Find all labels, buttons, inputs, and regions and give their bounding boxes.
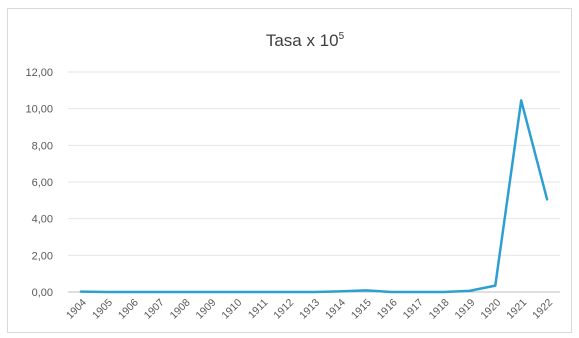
x-tick-label: 1913 bbox=[297, 297, 322, 322]
data-point bbox=[157, 291, 160, 293]
data-point bbox=[183, 291, 186, 293]
x-tick-label: 1906 bbox=[116, 297, 141, 322]
series-group bbox=[79, 99, 549, 294]
x-tick-label: 1912 bbox=[271, 297, 296, 322]
data-point bbox=[390, 291, 393, 293]
data-point bbox=[106, 291, 108, 293]
x-tick-label: 1904 bbox=[64, 297, 89, 322]
y-axis-ticks: 0,00 2,00 4,00 6,00 8,00 10,00 12,00 bbox=[25, 67, 53, 299]
data-point bbox=[442, 291, 445, 293]
x-tick-label: 1914 bbox=[323, 297, 348, 322]
y-tick-label: 2,00 bbox=[32, 250, 53, 262]
x-tick-label: 1909 bbox=[194, 297, 219, 322]
y-tick-label: 6,00 bbox=[32, 177, 53, 189]
x-tick-label: 1920 bbox=[478, 297, 503, 322]
chart-title: Tasa x 105 bbox=[266, 31, 345, 50]
x-tick-label: 1916 bbox=[375, 297, 400, 322]
chart-title-superscript: 5 bbox=[339, 31, 345, 42]
data-point bbox=[209, 291, 212, 293]
data-point bbox=[520, 99, 522, 102]
x-tick-label: 1921 bbox=[504, 297, 529, 322]
series-line bbox=[79, 99, 549, 294]
x-tick-label: 1908 bbox=[168, 297, 193, 322]
data-point bbox=[494, 284, 497, 287]
x-tick-label: 1919 bbox=[452, 297, 477, 322]
x-tick-label: 1907 bbox=[142, 297, 167, 322]
chart-area bbox=[7, 8, 572, 333]
y-tick-label: 12,00 bbox=[25, 67, 53, 79]
y-tick-label: 0,00 bbox=[32, 287, 53, 299]
data-point bbox=[80, 290, 82, 293]
data-point bbox=[468, 290, 471, 292]
gridlines bbox=[68, 71, 560, 256]
data-point bbox=[339, 290, 341, 293]
x-tick-label: 1911 bbox=[246, 297, 271, 322]
chart-title-text: Tasa x 10 bbox=[266, 31, 339, 50]
x-tick-label: 1915 bbox=[349, 297, 374, 322]
data-point bbox=[546, 198, 548, 201]
x-tick-label: 1922 bbox=[530, 297, 555, 322]
data-point bbox=[261, 291, 264, 293]
x-tick-label: 1917 bbox=[401, 297, 426, 322]
x-tick-label: 1918 bbox=[427, 297, 452, 322]
data-point bbox=[287, 291, 289, 293]
data-point bbox=[235, 291, 238, 293]
data-point bbox=[364, 289, 367, 292]
x-tick-label: 1905 bbox=[90, 297, 115, 322]
data-point bbox=[131, 291, 134, 293]
y-tick-label: 8,00 bbox=[32, 140, 53, 152]
data-point bbox=[313, 291, 315, 293]
x-tick-label: 1910 bbox=[219, 297, 244, 322]
x-axis-ticks: 1904 1905 1906 1907 1908 1909 1910 1911 1912 1913… bbox=[64, 297, 555, 322]
y-tick-label: 10,00 bbox=[25, 104, 53, 116]
y-tick-label: 4,00 bbox=[32, 214, 53, 226]
data-point bbox=[416, 291, 419, 293]
